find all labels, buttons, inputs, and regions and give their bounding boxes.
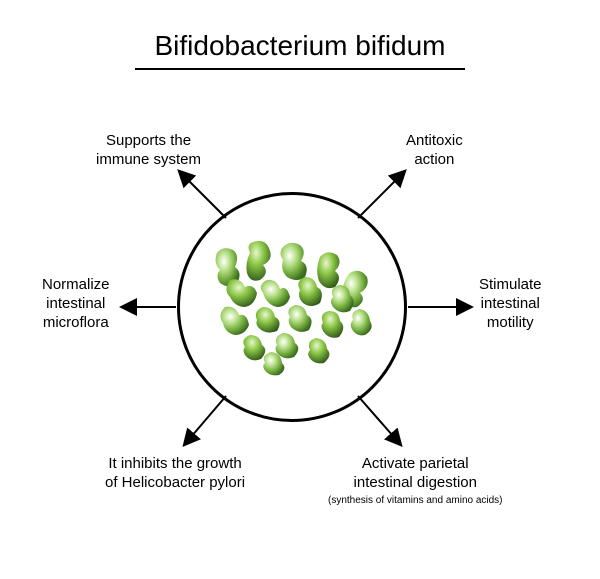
- bacteria-circle: [177, 192, 407, 422]
- label-microflora: Normalize intestinal microflora: [42, 276, 110, 332]
- label-line: Supports the: [106, 132, 191, 149]
- diagram-title: Bifidobacterium bifidum: [154, 30, 445, 62]
- label-line: Activate parietal: [362, 455, 469, 472]
- label-subline: (synthesis of vitamins and amino acids): [328, 495, 503, 508]
- label-antitoxic: Antitoxic action: [406, 132, 463, 170]
- label-line: of Helicobacter pylori: [105, 474, 245, 491]
- label-line: motility: [487, 314, 534, 331]
- label-line: intestinal digestion: [354, 474, 477, 491]
- label-line: Normalize: [42, 276, 110, 293]
- label-line: microflora: [43, 314, 109, 331]
- label-line: intestinal: [481, 295, 540, 312]
- title-underline: [135, 68, 465, 70]
- label-hpylori: It inhibits the growth of Helicobacter p…: [105, 455, 245, 493]
- label-line: Stimulate: [479, 276, 542, 293]
- label-line: Antitoxic: [406, 132, 463, 149]
- label-line: It inhibits the growth: [108, 455, 241, 472]
- label-line: immune system: [96, 151, 201, 168]
- label-digestion: Activate parietal intestinal digestion (…: [328, 455, 503, 507]
- label-motility: Stimulate intestinal motility: [479, 276, 542, 332]
- label-line: intestinal: [46, 295, 105, 312]
- label-immune: Supports the immune system: [96, 132, 201, 170]
- label-line: action: [414, 151, 454, 168]
